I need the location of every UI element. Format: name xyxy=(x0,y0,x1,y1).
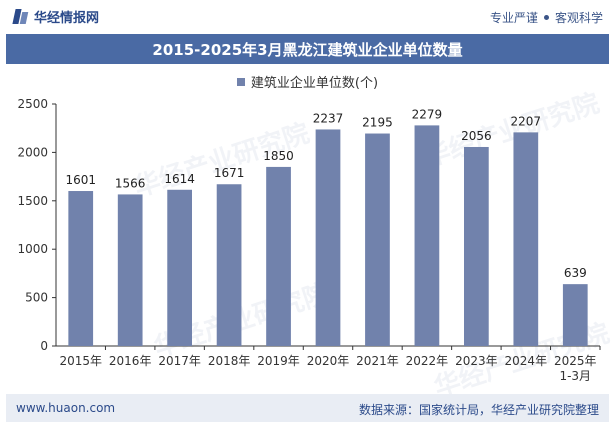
data-label: 1671 xyxy=(214,166,245,180)
tagline-right: 客观科学 xyxy=(554,11,603,25)
footer-source: 数据来源：国家统计局，华经产业研究院整理 xyxy=(358,403,599,417)
legend-swatch xyxy=(236,77,245,86)
tagline: 专业严谨 客观科学 xyxy=(490,9,603,26)
bar xyxy=(365,133,390,346)
bar xyxy=(68,191,94,346)
data-label: 2056 xyxy=(461,129,492,143)
data-label: 2237 xyxy=(313,111,344,125)
chart-title: 2015-2025年3月黑龙江建筑业企业单位数量 xyxy=(152,41,463,59)
footer-bar: www.huaon.com 数据来源：国家统计局，华经产业研究院整理 xyxy=(6,394,609,422)
brand-name: 华经情报网 xyxy=(34,11,100,26)
tagline-left: 专业严谨 xyxy=(489,11,538,25)
x-tick-label: 2021年 xyxy=(356,354,399,368)
bar xyxy=(216,184,242,346)
footer-website: www.huaon.com xyxy=(16,401,116,415)
y-tick-label: 500 xyxy=(25,291,48,305)
x-tick-label: 2016年 xyxy=(109,354,152,368)
x-tick-label: 2024年 xyxy=(505,354,548,368)
y-tick-label: 1500 xyxy=(17,194,48,208)
brand-logo: 华经情报网 xyxy=(14,7,99,26)
bar xyxy=(464,146,489,346)
dot-icon xyxy=(543,15,549,20)
y-tick-label: 2500 xyxy=(17,97,48,111)
y-tick-label: 1000 xyxy=(17,242,48,256)
bar xyxy=(117,194,143,346)
x-tick-label: 1-3月 xyxy=(559,369,591,383)
data-label: 1601 xyxy=(65,173,96,187)
top-bar: 华经情报网 专业严谨 客观科学 xyxy=(0,0,615,34)
data-label: 1850 xyxy=(263,149,294,163)
x-tick-label: 2023年 xyxy=(455,354,498,368)
data-label: 2279 xyxy=(412,107,443,121)
data-label: 2195 xyxy=(362,116,393,130)
bar xyxy=(315,129,341,346)
bar xyxy=(562,284,588,346)
bar xyxy=(414,125,440,347)
data-label: 639 xyxy=(564,266,587,280)
data-label: 2207 xyxy=(511,114,542,128)
x-tick-label: 2020年 xyxy=(307,354,350,368)
x-tick-label: 2025年 xyxy=(554,354,597,368)
data-label: 1566 xyxy=(115,176,146,190)
x-tick-label: 2015年 xyxy=(59,354,102,368)
y-tick-label: 2000 xyxy=(17,145,48,159)
title-bar: 2015-2025年3月黑龙江建筑业企业单位数量 xyxy=(6,34,609,64)
x-tick-label: 2017年 xyxy=(158,354,201,368)
bar xyxy=(266,166,291,346)
x-tick-label: 2019年 xyxy=(257,354,300,368)
bar xyxy=(513,132,539,346)
x-tick-label: 2022年 xyxy=(406,354,449,368)
chart-legend: 建筑业企业单位数(个) xyxy=(0,72,615,91)
x-tick-label: 2018年 xyxy=(208,354,251,368)
data-label: 1614 xyxy=(164,172,195,186)
bar xyxy=(167,189,192,346)
legend-label: 建筑业企业单位数(个) xyxy=(250,76,379,91)
y-tick-label: 0 xyxy=(40,339,48,353)
